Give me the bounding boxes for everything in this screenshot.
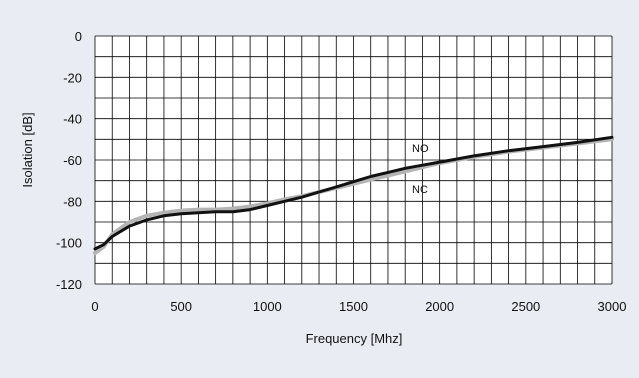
series-lines [93,135,614,255]
x-tick-label: 1000 [253,299,282,314]
y-axis-label: Isolation [dB] [20,112,35,187]
series-label-nc: NC [412,184,428,196]
y-tick-label: -120 [56,277,82,292]
x-tick-label: 2500 [511,299,540,314]
x-tick-label: 500 [170,299,192,314]
x-tick-label: 0 [91,299,98,314]
y-tick-label: -80 [63,194,82,209]
tick-labels: 0 500 1000 1500 2000 2500 3000 0 -20 -40 -60 -80 -10… [56,29,626,314]
y-tick-label: -100 [56,236,82,251]
series-line-no [93,135,614,251]
x-tick-label: 2000 [425,299,454,314]
x-tick-label: 3000 [598,299,627,314]
series-label-no: NO [412,143,429,155]
y-tick-label: -20 [63,70,82,85]
grid [94,35,613,285]
x-tick-label: 1500 [339,299,368,314]
y-tick-label: -60 [63,153,82,168]
y-tick-label: -40 [63,112,82,127]
x-axis-label: Frequency [Mhz] [306,331,403,346]
y-tick-label: 0 [75,29,82,44]
